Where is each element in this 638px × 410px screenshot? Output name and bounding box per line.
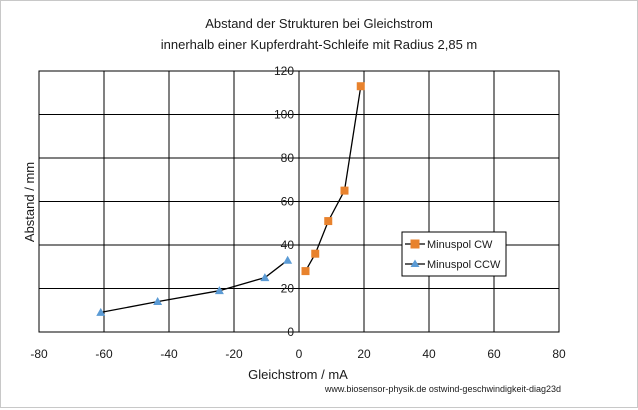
footer-note: www.biosensor-physik.de ostwind-geschwin… [324,384,561,394]
data-point-0-1 [311,249,320,258]
y-tick-label-80: 80 [281,151,295,165]
x-tick-label--20: -20 [225,347,243,361]
data-point-1-1 [153,297,163,306]
legend-box [401,231,507,277]
data-point-0-0 [301,267,310,276]
legend: Minuspol CW Minuspol CCW [401,231,507,277]
x-axis-title: Gleichstrom / mA [248,367,348,382]
x-tick-label-60: 60 [487,347,501,361]
data-point-1-3 [260,273,270,282]
data-point-1-2 [214,286,224,295]
plot-area [38,70,560,333]
x-tick-label--60: -60 [95,347,113,361]
series-layer [96,82,365,316]
y-tick-labels: 0 20 40 60 80 100 120 [274,64,294,339]
x-tick-label-0: 0 [296,347,303,361]
y-tick-label-0: 0 [287,325,294,339]
series-line-0 [304,86,362,272]
grid [38,70,560,333]
chart-title: Abstand der Strukturen bei Gleichstrom [205,16,433,31]
x-tick-labels: -80 -60 -40 -20 0 20 40 60 80 [30,347,566,361]
chart-subtitle: innerhalb einer Kupferdraht-Schleife mit… [161,37,478,52]
y-tick-label-120: 120 [274,64,294,78]
x-tick-label--40: -40 [160,347,178,361]
y-tick-label-40: 40 [281,238,295,252]
x-tick-label--80: -80 [30,347,48,361]
y-tick-label-60: 60 [281,195,295,209]
y-tick-label-100: 100 [274,108,294,122]
series-line-1 [100,259,288,314]
data-point-0-4 [356,82,365,91]
legend-label-ccw: Minuspol CCW [427,259,501,271]
y-tick-label-20: 20 [281,282,295,296]
data-point-0-3 [340,186,349,195]
legend-label-cw: Minuspol CW [427,239,493,251]
data-point-1-4 [283,255,293,264]
legend-marker-ccw [410,259,420,267]
y-axis-title: Abstand / mm [22,162,37,242]
legend-marker-cw [410,239,420,249]
x-tick-label-20: 20 [357,347,371,361]
data-point-0-2 [324,217,333,226]
data-point-1-0 [96,307,106,316]
x-tick-label-40: 40 [422,347,436,361]
x-tick-label-80: 80 [552,347,566,361]
